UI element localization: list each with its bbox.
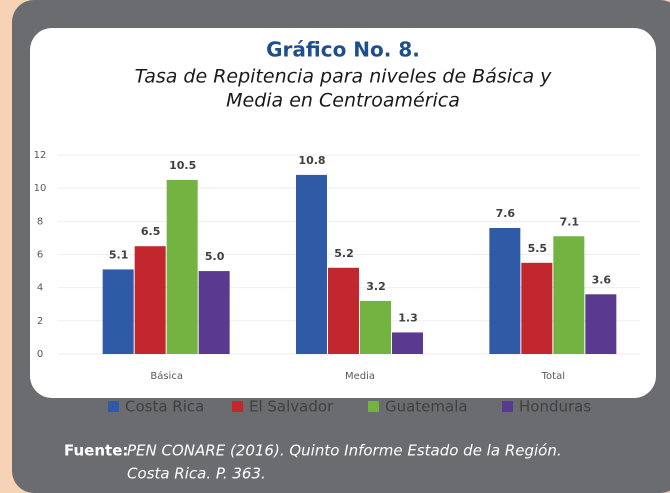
source-label: Fuente: [64, 442, 128, 460]
data-label: 7.1 [560, 215, 580, 228]
data-label: 10.5 [169, 159, 196, 172]
y-tick-label: 0 [37, 349, 43, 360]
y-tick-label: 10 [34, 183, 47, 194]
y-tick-label: 6 [37, 250, 43, 261]
bar [553, 236, 585, 354]
bar [489, 227, 521, 354]
bar [392, 332, 423, 354]
data-label: 3.6 [592, 273, 612, 286]
source-text: PEN CONARE (2016). Quinto Informe Estado… [127, 442, 562, 460]
legend-label: Honduras [519, 398, 591, 416]
chart-subtitle: Tasa de Repitencia para niveles de Básic… [135, 66, 553, 88]
chart-subtitle: Media en Centroamérica [226, 90, 460, 112]
data-label: 5.0 [205, 250, 225, 263]
x-tick-label: Media [345, 371, 375, 382]
y-tick-label: 4 [37, 283, 43, 294]
data-label: 5.2 [334, 247, 354, 260]
bar [198, 271, 230, 354]
legend-label: El Salvador [249, 398, 334, 416]
data-label: 5.5 [528, 242, 548, 255]
y-tick-label: 12 [34, 150, 47, 161]
x-tick-label: Básica [150, 370, 183, 382]
legend-label: Guatemala [385, 398, 468, 416]
x-tick-label: Total [541, 371, 565, 382]
data-label: 7.6 [496, 207, 516, 220]
bar [328, 267, 359, 354]
bar [102, 269, 134, 354]
bar [360, 300, 391, 354]
y-tick-label: 2 [37, 316, 43, 327]
data-label: 6.5 [141, 225, 161, 238]
data-label: 3.2 [366, 280, 386, 293]
chart-title: Gráfico No. 8. [266, 38, 420, 62]
source-text: Costa Rica. P. 363. [127, 465, 266, 483]
legend-swatch [502, 401, 513, 412]
bar [521, 262, 553, 354]
bar [166, 179, 198, 354]
data-label: 10.8 [298, 154, 325, 167]
legend-swatch [368, 401, 379, 412]
legend-label: Costa Rica [125, 398, 204, 416]
bar [134, 246, 166, 354]
legend-swatch [108, 401, 119, 412]
data-label: 1.3 [398, 311, 418, 324]
data-label: 5.1 [109, 248, 129, 261]
bar [585, 294, 617, 354]
bar [296, 174, 327, 354]
y-tick-label: 8 [37, 216, 43, 227]
legend-swatch [232, 401, 243, 412]
